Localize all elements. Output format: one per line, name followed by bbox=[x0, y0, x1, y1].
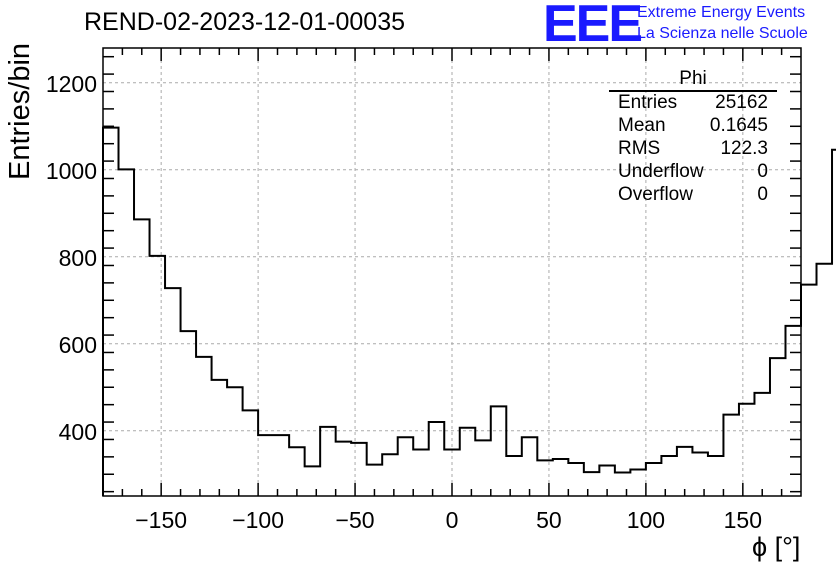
stats-row: Entries 25162 bbox=[609, 92, 777, 115]
x-tick-label: −100 bbox=[232, 507, 284, 533]
x-tick-label: 0 bbox=[446, 507, 459, 533]
stats-row: RMS 122.3 bbox=[609, 138, 777, 161]
stats-label: Overflow bbox=[618, 184, 693, 205]
logo-line-1: Extreme Energy Events bbox=[637, 4, 806, 21]
eee-logo: EEE bbox=[543, 0, 643, 53]
stats-value: 0 bbox=[757, 161, 768, 182]
stats-row: Mean 0.1645 bbox=[609, 115, 777, 138]
y-tick-label: 1200 bbox=[46, 71, 97, 97]
x-tick-label: −150 bbox=[135, 507, 187, 533]
stats-value: 25162 bbox=[715, 92, 768, 113]
x-tick-label: 100 bbox=[627, 507, 665, 533]
stats-row: Underflow 0 bbox=[609, 161, 777, 184]
y-tick-label: 1000 bbox=[46, 158, 97, 184]
x-axis-label: ϕ [°] bbox=[752, 532, 801, 562]
stats-title: Phi bbox=[609, 68, 777, 92]
tick-labels: −150 −100 −50 0 50 100 150 400 600 800 1000 1200 bbox=[46, 71, 762, 533]
plot-frame bbox=[102, 47, 802, 497]
x-tick-label: −50 bbox=[336, 507, 375, 533]
stats-label: Mean bbox=[618, 115, 666, 136]
y-axis-label: Entries/bin bbox=[4, 42, 36, 180]
axis-ticks bbox=[103, 48, 801, 496]
stats-box: Phi Entries 25162 Mean 0.1645 RMS 122.3 Und… bbox=[609, 68, 777, 207]
stats-value: 122.3 bbox=[720, 138, 768, 159]
stats-label: RMS bbox=[618, 138, 661, 159]
x-tick-label: 150 bbox=[724, 507, 762, 533]
y-tick-label: 800 bbox=[59, 245, 97, 271]
logo-line-2: La Scienza nelle Scuole bbox=[637, 25, 808, 42]
stats-row: Overflow 0 bbox=[609, 184, 777, 207]
chart-title: REND-02-2023-12-01-00035 bbox=[84, 8, 406, 36]
stats-value: 0 bbox=[757, 184, 768, 205]
x-tick-label: 50 bbox=[536, 507, 562, 533]
stats-label: Underflow bbox=[618, 161, 704, 182]
y-tick-label: 400 bbox=[59, 419, 97, 445]
y-tick-label: 600 bbox=[59, 332, 97, 358]
stats-value: 0.1645 bbox=[709, 115, 768, 136]
stats-label: Entries bbox=[618, 92, 678, 113]
histogram-line bbox=[102, 126, 836, 496]
grid-lines bbox=[103, 48, 801, 496]
